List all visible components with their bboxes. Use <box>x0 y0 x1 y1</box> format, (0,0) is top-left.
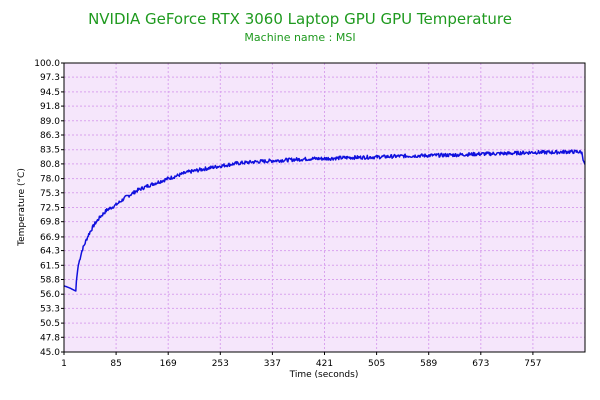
y-tick-label: 100.0 <box>34 59 60 69</box>
y-tick-label: 50.5 <box>40 319 60 329</box>
x-tick-label: 673 <box>472 359 489 369</box>
x-tick-label: 589 <box>420 359 437 369</box>
grid-lines <box>64 63 585 352</box>
y-tick-label: 86.3 <box>40 131 60 141</box>
series-layer <box>63 149 586 292</box>
x-tick-label: 169 <box>160 359 177 369</box>
y-tick-label: 78.0 <box>40 175 60 185</box>
y-tick-label: 69.8 <box>40 218 60 228</box>
x-tick-label: 757 <box>524 359 541 369</box>
y-tick-label: 47.8 <box>40 333 60 343</box>
y-tick-label: 83.5 <box>40 146 60 156</box>
x-axis-label: Time (seconds) <box>289 370 359 380</box>
y-tick-label: 45.0 <box>40 348 60 358</box>
y-tick-label: 97.3 <box>40 73 60 83</box>
x-axis-ticks: 1 85 169 253 337 421 505 589 673 757 <box>61 352 541 369</box>
y-tick-label: 56.0 <box>40 290 60 300</box>
chart-subtitle: Machine name : MSI <box>244 31 355 44</box>
y-axis-ticks: 45.0 47.8 50.5 53.3 56.0 58.8 61.5 64.3 66.9 69.8… <box>34 59 64 358</box>
x-tick-label: 253 <box>212 359 229 369</box>
x-tick-label: 1 <box>61 359 67 369</box>
y-tick-label: 94.5 <box>40 88 60 98</box>
x-tick-label: 505 <box>368 359 385 369</box>
y-axis-label: Temperature (°C) <box>17 168 27 247</box>
y-tick-label: 66.9 <box>40 233 60 243</box>
y-tick-label: 89.0 <box>40 117 60 127</box>
y-tick-label: 61.5 <box>40 261 60 271</box>
y-tick-label: 53.3 <box>40 304 60 314</box>
x-tick-label: 85 <box>110 359 121 369</box>
y-tick-label: 75.3 <box>40 189 60 199</box>
y-tick-label: 91.8 <box>40 102 60 112</box>
x-tick-label: 337 <box>264 359 281 369</box>
x-tick-label: 421 <box>316 359 333 369</box>
y-tick-label: 64.3 <box>40 247 60 257</box>
y-tick-label: 58.8 <box>40 275 60 285</box>
chart-title: NVIDIA GeForce RTX 3060 Laptop GPU GPU T… <box>88 10 512 28</box>
y-tick-label: 80.8 <box>40 160 60 170</box>
series-line-gpu-temperature <box>63 149 586 292</box>
y-tick-label: 72.5 <box>40 204 60 214</box>
